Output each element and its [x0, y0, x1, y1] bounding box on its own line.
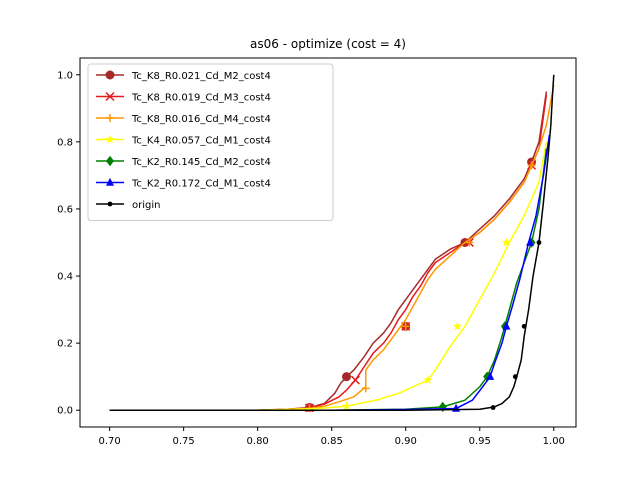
plot-area [109, 74, 555, 413]
marker-star [423, 375, 433, 384]
marker-plus [401, 322, 410, 331]
data-point [526, 237, 535, 246]
legend-swatch-marker [106, 114, 114, 122]
x-tick-label: 0.85 [321, 436, 343, 447]
series-line [109, 141, 548, 411]
marker-dot [536, 240, 542, 245]
marker-dot [521, 323, 527, 329]
data-point [341, 401, 352, 411]
marker-dot [512, 374, 518, 380]
legend-label: Tc_K8_R0.016_Cd_M4_cost4 [131, 114, 271, 125]
data-point [512, 374, 518, 380]
series-6 [109, 74, 555, 411]
marker-circle [105, 70, 115, 80]
data-point [536, 240, 542, 245]
legend-label: Tc_K8_R0.019_Cd_M3_cost4 [131, 93, 271, 104]
x-tick-label: 1.00 [543, 436, 565, 447]
chart-title: as06 - optimize (cost = 4) [250, 37, 406, 51]
x-tick-label: 0.75 [173, 436, 195, 447]
marker-star [452, 321, 463, 331]
legend-swatch-marker [107, 201, 113, 207]
series-line [109, 84, 555, 411]
marker-x [105, 91, 115, 102]
marker-triangle [526, 237, 535, 246]
x-tick-label: 0.90 [395, 436, 417, 447]
marker-triangle [502, 321, 511, 330]
data-point [350, 375, 360, 385]
marker-plus [361, 384, 370, 393]
marker-triangle [106, 177, 114, 186]
x-tick-label: 0.80 [247, 436, 269, 447]
legend-label: Tc_K2_R0.145_Cd_M2_cost4 [131, 157, 271, 168]
y-tick-label: 1.0 [57, 70, 73, 81]
legend-item: Tc_K2_R0.145_Cd_M2_cost4 [96, 155, 271, 168]
legend-label: Tc_K2_R0.172_Cd_M1_cost4 [131, 179, 271, 190]
legend-item: Tc_K4_R0.057_Cd_M1_cost4 [96, 134, 271, 147]
y-tick-label: 0.2 [57, 339, 73, 350]
data-point [486, 371, 495, 380]
data-point [401, 322, 410, 331]
axes-frame [79, 57, 577, 428]
y-tick-label: 0.4 [57, 272, 73, 283]
legend-item: Tc_K8_R0.021_Cd_M2_cost4 [96, 70, 271, 82]
data-point [527, 161, 536, 170]
marker-plus [465, 238, 474, 247]
legend-label: origin [132, 200, 160, 211]
x-tick-label: 0.95 [469, 436, 491, 447]
y-tick-label: 0.8 [57, 137, 73, 148]
data-point [502, 321, 511, 330]
series-3 [109, 141, 548, 411]
legend-item: Tc_K8_R0.019_Cd_M3_cost4 [96, 91, 271, 104]
data-point [490, 405, 496, 410]
legend-swatch-marker [105, 70, 115, 80]
data-point [342, 372, 352, 382]
marker-plus [527, 161, 536, 170]
marker-star [501, 237, 511, 247]
marker-dot [107, 201, 113, 207]
data-point [423, 375, 433, 384]
legend-item: Tc_K2_R0.172_Cd_M1_cost4 [96, 177, 271, 190]
marker-star [341, 401, 352, 411]
data-point [521, 323, 527, 329]
data-point [361, 384, 370, 393]
legend-label: Tc_K8_R0.021_Cd_M2_cost4 [131, 71, 271, 82]
y-tick-label: 0.6 [57, 204, 73, 215]
marker-diamond [106, 155, 114, 167]
legend-swatch-marker [106, 177, 114, 186]
legend-label: Tc_K4_R0.057_Cd_M1_cost4 [131, 136, 271, 147]
legend-swatch-marker [105, 134, 115, 144]
series-line [109, 135, 551, 411]
marker-triangle [486, 371, 495, 380]
series-5 [109, 135, 551, 412]
marker-x [350, 375, 360, 385]
marker-dot [490, 405, 496, 410]
x-tick-label: 0.70 [98, 436, 120, 447]
legend-item: origin [96, 200, 160, 211]
legend: Tc_K8_R0.021_Cd_M2_cost4 Tc_K8_R0.019_Cd_… [87, 63, 334, 221]
series-line [109, 91, 548, 411]
axis-ticks: 0.70 0.75 0.80 0.85 0.90 0.95 1.00 0.0 0.2 0.4 0.6… [57, 70, 565, 447]
data-point [452, 321, 463, 331]
data-point [465, 238, 474, 247]
marker-circle [342, 372, 352, 382]
series-line [109, 148, 548, 411]
legend-swatch-marker [106, 155, 114, 167]
legend-item: Tc_K8_R0.016_Cd_M4_cost4 [96, 114, 271, 125]
legend-box [87, 63, 334, 221]
legend-swatch-marker [105, 91, 115, 102]
y-tick-label: 0.0 [57, 406, 73, 417]
marker-plus [106, 114, 114, 122]
marker-star [105, 134, 115, 144]
data-point [501, 237, 511, 247]
